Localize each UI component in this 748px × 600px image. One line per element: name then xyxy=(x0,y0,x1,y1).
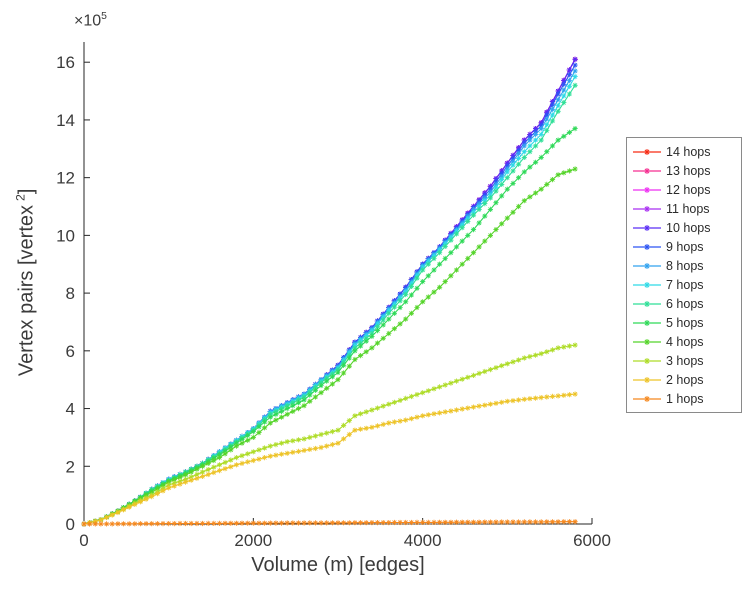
series-line xyxy=(83,64,576,525)
legend-line-marker-icon xyxy=(633,281,661,288)
legend-line-marker-icon xyxy=(633,300,661,307)
legend-item: 2 hops xyxy=(632,371,737,388)
series-line xyxy=(83,393,576,525)
series-line xyxy=(83,59,576,525)
legend-item: 14 hops xyxy=(632,143,737,160)
y-tick-label: 8 xyxy=(66,284,75,303)
series-markers xyxy=(81,166,578,527)
series-markers xyxy=(81,68,578,527)
legend-label: 5 hops xyxy=(666,315,704,330)
y-axis-label: Vertex pairs [vertex 2] xyxy=(13,188,38,377)
legend: 14 hops 13 hops 12 hops 11 hops 10 hops 9 hop… xyxy=(626,137,742,413)
series-line xyxy=(83,59,576,525)
y-tick-label: 16 xyxy=(56,53,75,72)
legend-line-marker-icon xyxy=(633,224,661,231)
legend-line-marker-icon xyxy=(633,338,661,345)
y-tick-label: 0 xyxy=(66,515,75,534)
x-tick-label: 4000 xyxy=(404,531,442,550)
legend-item: 13 hops xyxy=(632,162,737,179)
legend-label: 11 hops xyxy=(666,201,710,216)
series-line xyxy=(83,59,576,525)
legend-item: 4 hops xyxy=(632,333,737,350)
legend-label: 1 hops xyxy=(666,391,704,406)
series-markers xyxy=(81,56,578,527)
series-markers xyxy=(81,342,578,527)
legend-item: 6 hops xyxy=(632,295,737,312)
legend-line-marker-icon xyxy=(633,167,661,174)
legend-line-marker-icon xyxy=(633,243,661,250)
legend-line-marker-icon xyxy=(633,376,661,383)
y-tick-label: 4 xyxy=(66,400,75,419)
series-markers xyxy=(81,56,578,527)
x-tick-label: 0 xyxy=(79,531,88,550)
y-tick-label: 12 xyxy=(56,169,75,188)
legend-label: 13 hops xyxy=(666,163,711,178)
series-line xyxy=(83,128,576,525)
legend-label: 2 hops xyxy=(666,372,704,387)
legend-item: 11 hops xyxy=(632,200,737,217)
legend-item: 8 hops xyxy=(632,257,737,274)
y-axis-multiplier: ×105 xyxy=(74,11,107,30)
legend-label: 12 hops xyxy=(666,182,711,197)
series-markers xyxy=(81,62,578,527)
series-markers xyxy=(81,391,578,527)
y-tick-label: 10 xyxy=(56,226,75,245)
series-line xyxy=(83,70,576,525)
series-line xyxy=(83,59,576,525)
legend-line-marker-icon xyxy=(633,148,661,155)
legend-label: 7 hops xyxy=(666,277,704,292)
legend-label: 9 hops xyxy=(666,239,704,254)
legend-item: 7 hops xyxy=(632,276,737,293)
series-line xyxy=(83,76,576,525)
legend-line-marker-icon xyxy=(633,262,661,269)
series-line xyxy=(83,344,576,525)
legend-label: 14 hops xyxy=(666,144,711,159)
y-tick-label: 14 xyxy=(56,111,75,130)
y-tick-label: 6 xyxy=(66,342,75,361)
series-markers xyxy=(81,56,578,527)
series-markers xyxy=(81,56,578,527)
legend-item: 5 hops xyxy=(632,314,737,331)
legend-label: 4 hops xyxy=(666,334,704,349)
legend-item: 1 hops xyxy=(632,390,737,407)
series-markers xyxy=(81,74,578,527)
series-markers xyxy=(81,56,578,527)
series-line xyxy=(83,59,576,525)
legend-item: 9 hops xyxy=(632,238,737,255)
legend-item: 12 hops xyxy=(632,181,737,198)
series-line xyxy=(83,168,576,525)
legend-label: 10 hops xyxy=(666,220,711,235)
series-line xyxy=(83,84,576,525)
y-tick-label: 2 xyxy=(66,457,75,476)
legend-line-marker-icon xyxy=(633,357,661,364)
legend-line-marker-icon xyxy=(633,205,661,212)
legend-item: 10 hops xyxy=(632,219,737,236)
legend-label: 6 hops xyxy=(666,296,704,311)
legend-item: 3 hops xyxy=(632,352,737,369)
legend-line-marker-icon xyxy=(633,395,661,402)
series-markers xyxy=(81,519,578,527)
series-line xyxy=(84,521,576,525)
x-tick-label: 2000 xyxy=(234,531,272,550)
legend-line-marker-icon xyxy=(633,319,661,326)
x-tick-label: 6000 xyxy=(573,531,611,550)
legend-line-marker-icon xyxy=(633,186,661,193)
legend-label: 3 hops xyxy=(666,353,704,368)
y-axis-multiplier-exp: 5 xyxy=(101,11,107,22)
x-axis-label: Volume (m) [edges] xyxy=(251,554,425,576)
series-markers xyxy=(81,82,578,527)
y-axis-multiplier-base: ×10 xyxy=(74,12,102,30)
legend-label: 8 hops xyxy=(666,258,704,273)
